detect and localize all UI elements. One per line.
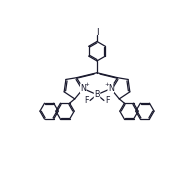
Text: N: N <box>108 84 114 93</box>
Text: F: F <box>85 96 89 105</box>
Text: +: + <box>85 82 89 87</box>
Text: B: B <box>94 90 100 99</box>
Text: F: F <box>105 96 109 105</box>
Text: +: + <box>105 82 109 87</box>
Text: N: N <box>80 84 86 93</box>
Text: I: I <box>96 28 98 37</box>
